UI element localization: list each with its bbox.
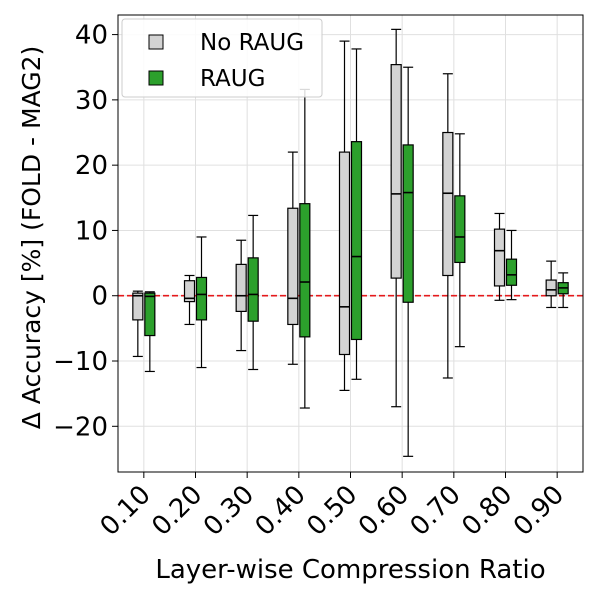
x-tick-label: 0.10 (95, 480, 157, 542)
box-iqr (493, 228, 506, 287)
y-tick-label: 10 (75, 216, 108, 246)
box-iqr (390, 64, 402, 279)
box-no-raug (338, 40, 351, 391)
y-tick-label: 0 (91, 282, 108, 312)
box-no-raug (235, 239, 247, 352)
box-no-raug (493, 212, 506, 301)
box-iqr (247, 257, 259, 322)
box-raug (350, 48, 363, 380)
box-no-raug (183, 274, 196, 326)
y-tick-label: 40 (75, 21, 108, 51)
box-iqr (505, 258, 518, 286)
box-iqr (299, 203, 311, 338)
y-tick-label: 20 (75, 151, 108, 181)
box-raug (402, 66, 414, 457)
legend-frame (121, 18, 323, 98)
box-iqr (350, 141, 363, 341)
box-iqr (132, 292, 144, 321)
box-no-raug (390, 28, 402, 408)
box-iqr (144, 292, 156, 337)
box-raug (299, 88, 311, 409)
y-axis-title: Δ Accuracy [%] (FOLD - MAG2) (17, 46, 46, 430)
legend: No RAUG RAUG (121, 18, 323, 98)
legend-label-no-raug: No RAUG (200, 30, 304, 56)
ticks-layer: −20−100102030400.100.200.300.400.500.600… (53, 21, 570, 542)
boxes-layer (132, 28, 569, 457)
box-iqr (442, 131, 454, 277)
y-tick-label: −10 (53, 347, 108, 377)
x-tick-label: 0.70 (405, 480, 467, 542)
x-tick-label: 0.30 (198, 480, 260, 542)
legend-swatch-raug (148, 70, 164, 86)
x-tick-label: 0.20 (146, 480, 208, 542)
y-tick-label: 30 (75, 86, 108, 116)
box-iqr (235, 263, 247, 312)
x-tick-label: 0.50 (301, 480, 363, 542)
box-raug (454, 133, 466, 348)
box-raug (144, 291, 156, 373)
x-tick-label: 0.60 (353, 480, 415, 542)
box-raug (247, 214, 259, 371)
box-iqr (338, 151, 351, 356)
box-iqr (183, 280, 196, 303)
y-tick-label: −20 (53, 412, 108, 442)
box-iqr (454, 195, 466, 264)
box-no-raug (287, 151, 299, 365)
box-iqr (287, 207, 299, 326)
x-tick-label: 0.40 (250, 480, 312, 542)
box-raug (195, 236, 208, 369)
x-tick-label: 0.80 (456, 480, 518, 542)
legend-swatch-no-raug (148, 34, 164, 50)
box-no-raug (442, 73, 454, 379)
box-iqr (195, 276, 208, 321)
box-raug (557, 272, 569, 309)
legend-label-raug: RAUG (200, 66, 265, 92)
x-axis-title: Layer-wise Compression Ratio (155, 555, 545, 585)
box-iqr (545, 279, 557, 297)
box-iqr (402, 144, 414, 303)
x-tick-label: 0.90 (508, 480, 570, 542)
box-no-raug (132, 290, 144, 358)
box-no-raug (545, 260, 557, 309)
box-raug (505, 229, 518, 301)
